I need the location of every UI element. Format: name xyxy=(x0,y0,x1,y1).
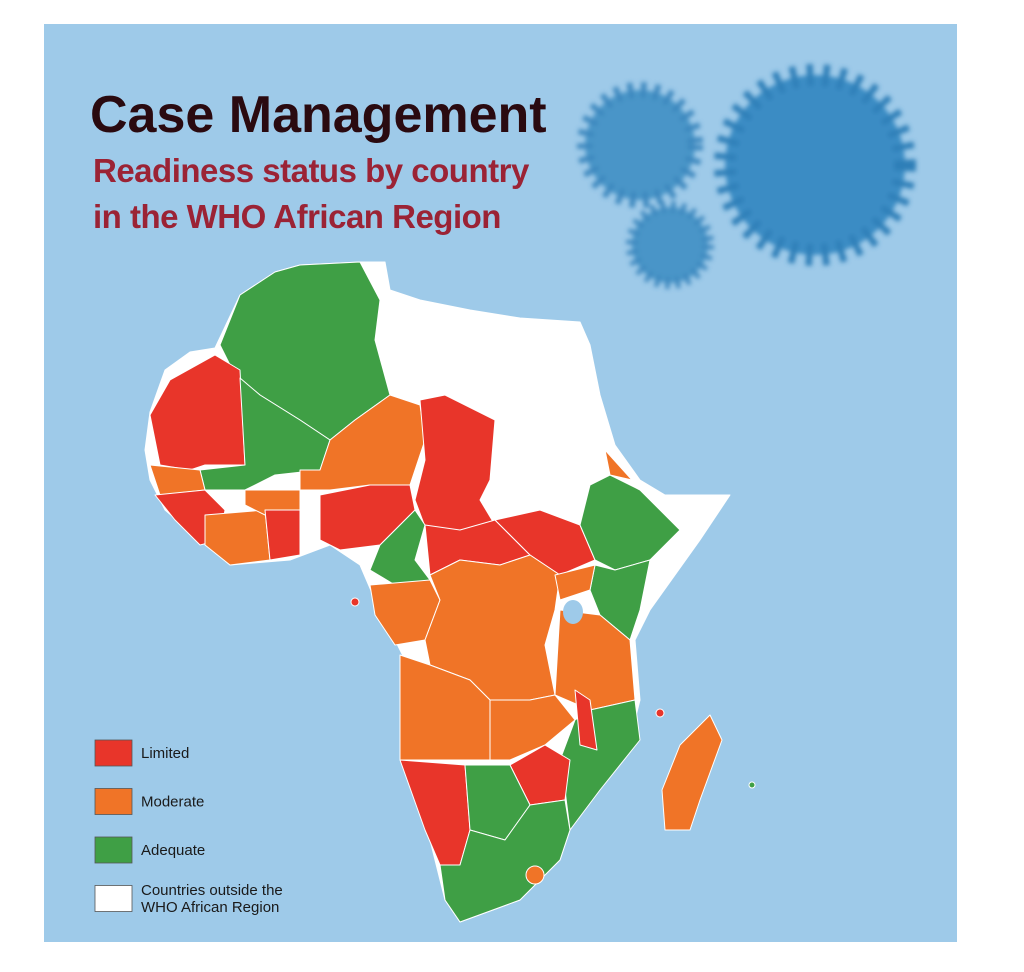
subtitle-line: in the WHO African Region xyxy=(93,198,501,235)
lake xyxy=(563,600,583,624)
legend-label: Limited xyxy=(141,745,189,762)
island xyxy=(655,708,665,718)
country xyxy=(579,474,681,571)
country xyxy=(369,509,431,586)
virus-decoration xyxy=(577,64,916,289)
country xyxy=(204,509,271,566)
africa-map xyxy=(144,261,756,923)
country xyxy=(589,559,651,641)
country xyxy=(554,564,596,601)
legend-swatch xyxy=(94,788,133,815)
subtitle-line: Readiness status by country xyxy=(93,152,530,189)
legend-label: WHO African Region xyxy=(141,899,279,916)
legend-swatch xyxy=(94,739,133,767)
country xyxy=(604,449,633,481)
country xyxy=(439,799,571,923)
country xyxy=(574,689,598,751)
legend-label: Moderate xyxy=(141,794,204,811)
legend-label: Countries outside the xyxy=(141,882,283,899)
legend-swatch xyxy=(94,885,133,912)
country xyxy=(489,694,576,761)
country xyxy=(199,377,331,491)
country xyxy=(414,394,496,541)
country xyxy=(525,865,545,885)
legend-label: Adequate xyxy=(141,842,205,859)
legend: Limited Moderate Adequate Countries outside… xyxy=(94,739,283,916)
country xyxy=(661,714,723,831)
title: Case Management xyxy=(90,86,547,144)
island xyxy=(748,781,756,789)
legend-swatch xyxy=(94,836,133,864)
country xyxy=(264,509,301,561)
island xyxy=(350,597,360,607)
